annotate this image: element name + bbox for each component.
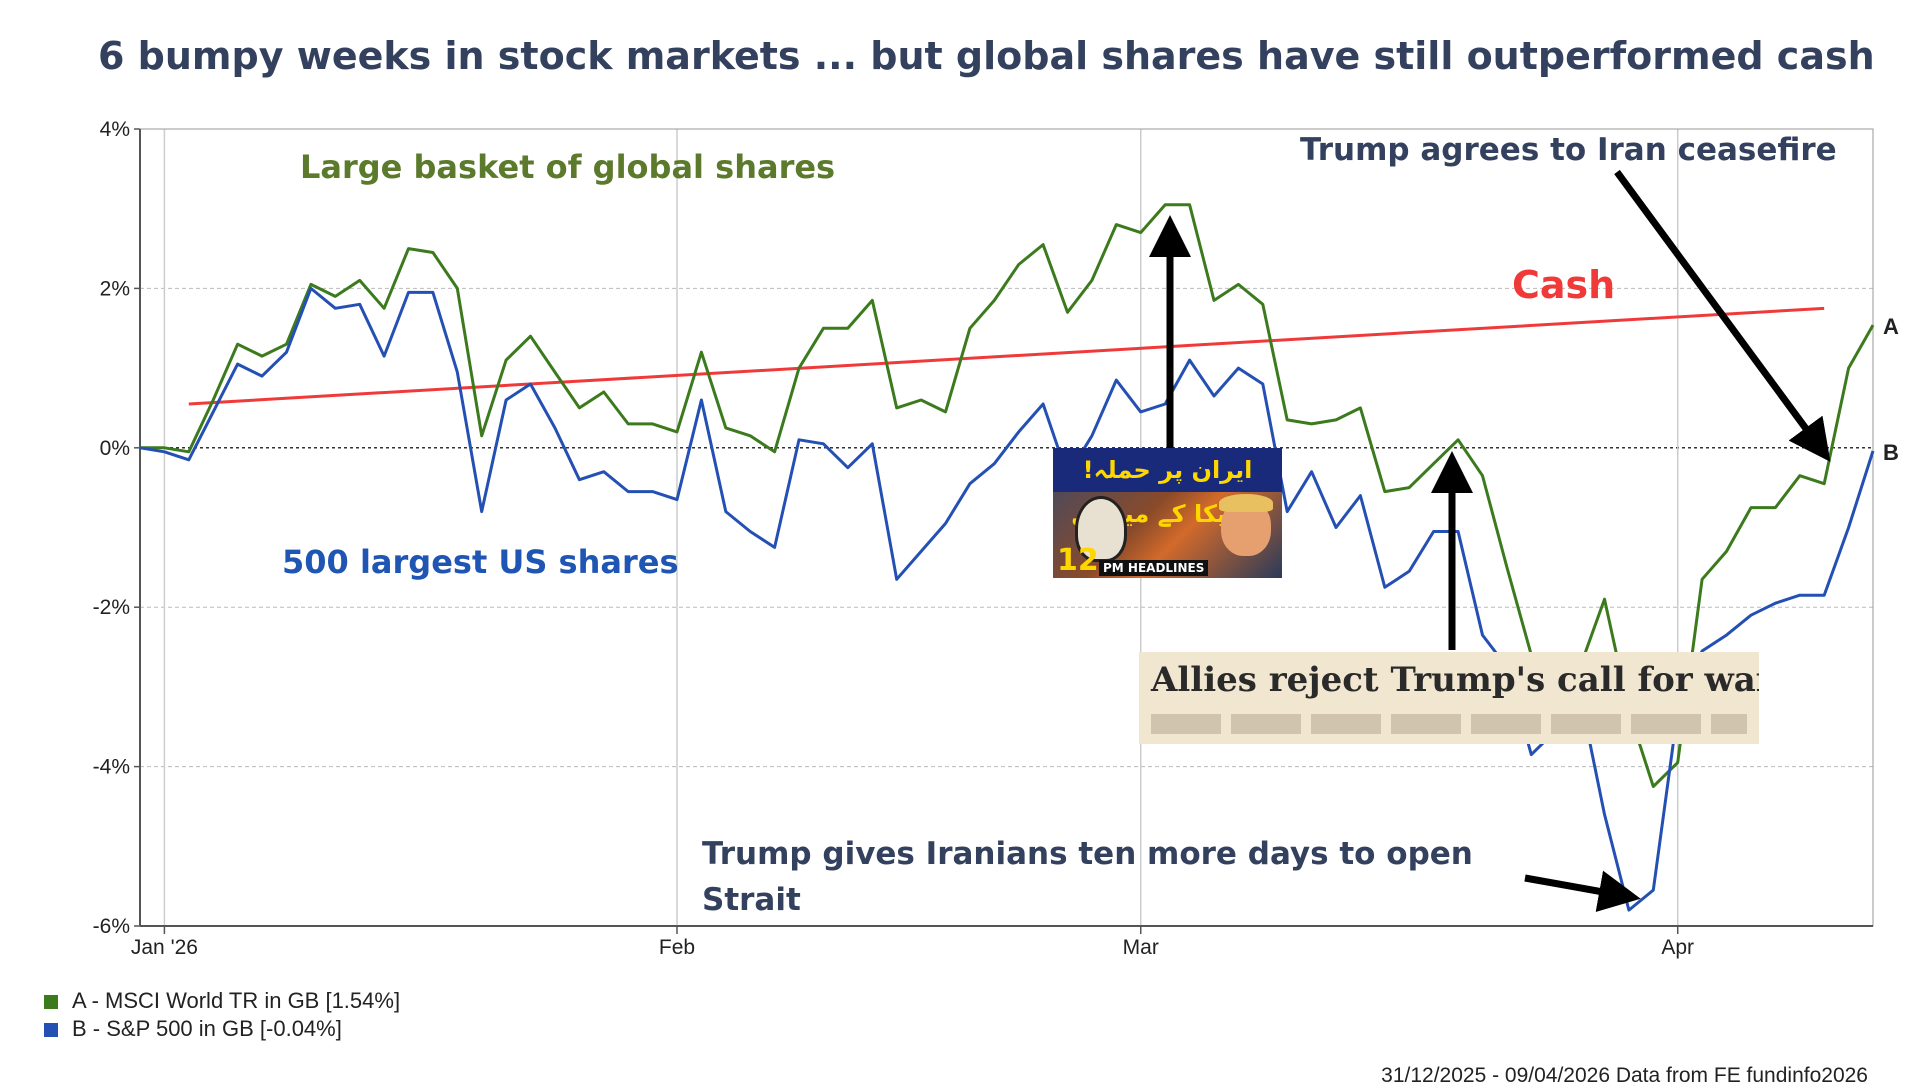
series-line-b [139,286,1875,912]
portrait-right-hair [1219,494,1273,512]
legend-swatch-a [44,995,58,1009]
series-end-label-a: A [1883,314,1899,339]
y-tick-label: -4% [93,756,130,779]
x-tick-label: Apr [1661,936,1694,959]
cash-line [188,306,1825,406]
portrait-left [1075,496,1127,562]
y-tick-label: 4% [100,118,130,141]
news-headline-band: ایران پر حملہ! امریکا کے میزائل [1053,448,1282,528]
legend-label-b: B - S&P 500 in GB [-0.04%] [72,1016,342,1041]
newspaper-headline: Allies reject Trump's call for warships [1151,660,1759,700]
annotation-global: Large basket of global shares [300,148,835,186]
series-end-label-b: B [1883,440,1899,465]
cash-line-path [188,306,1825,406]
legend-item-a: A - MSCI World TR in GB [1.54%] [44,988,400,1014]
legend-item-b: B - S&P 500 in GB [-0.04%] [44,1016,342,1042]
newspaper-subtext [1151,714,1747,734]
news-tag: PM HEADLINES [1099,560,1209,576]
arrow-strait [1524,870,1641,912]
y-tick-label: -6% [93,915,130,938]
newspaper-clipping-image: Allies reject Trump's call for warships [1139,652,1759,744]
cash-label: Cash [1512,263,1615,307]
y-tick-label: -2% [93,596,130,619]
series-end-labels: AB [1883,314,1899,465]
source-note: 31/12/2025 - 09/04/2026 Data from FE fun… [1381,1064,1868,1087]
legend-swatch-b [44,1023,58,1037]
y-tick-label: 0% [100,437,130,460]
chart-title: 6 bumpy weeks in stock markets ... but g… [98,34,1875,78]
annotation-ceasefire: Trump agrees to Iran ceasefire [1300,132,1837,168]
axes [134,128,1874,934]
x-tick-label: Feb [659,936,695,959]
news-number: 12 [1057,543,1099,578]
x-tick-label: Mar [1123,936,1159,959]
legend-label-a: A - MSCI World TR in GB [1.54%] [72,988,401,1013]
y-tick-label: 2% [100,277,130,300]
annotation-arrows [1149,169,1831,912]
arrow-ceasefire [1614,169,1831,462]
annotation-strait: Trump gives Iranians ten more days to op… [702,836,1484,918]
news-headline-image: ایران پر حملہ! امریکا کے میزائل 12 PM HE… [1053,448,1282,578]
plot-frame [139,128,1874,927]
y-tick-labels: 4% 2% 0% -2% -4% -6% [93,118,130,938]
x-tick-label: Jan '26 [131,936,198,959]
annotation-us: 500 largest US shares [282,543,679,581]
x-tick-labels: Jan '26 Feb Mar Apr [131,936,1694,959]
grid [140,128,1873,927]
